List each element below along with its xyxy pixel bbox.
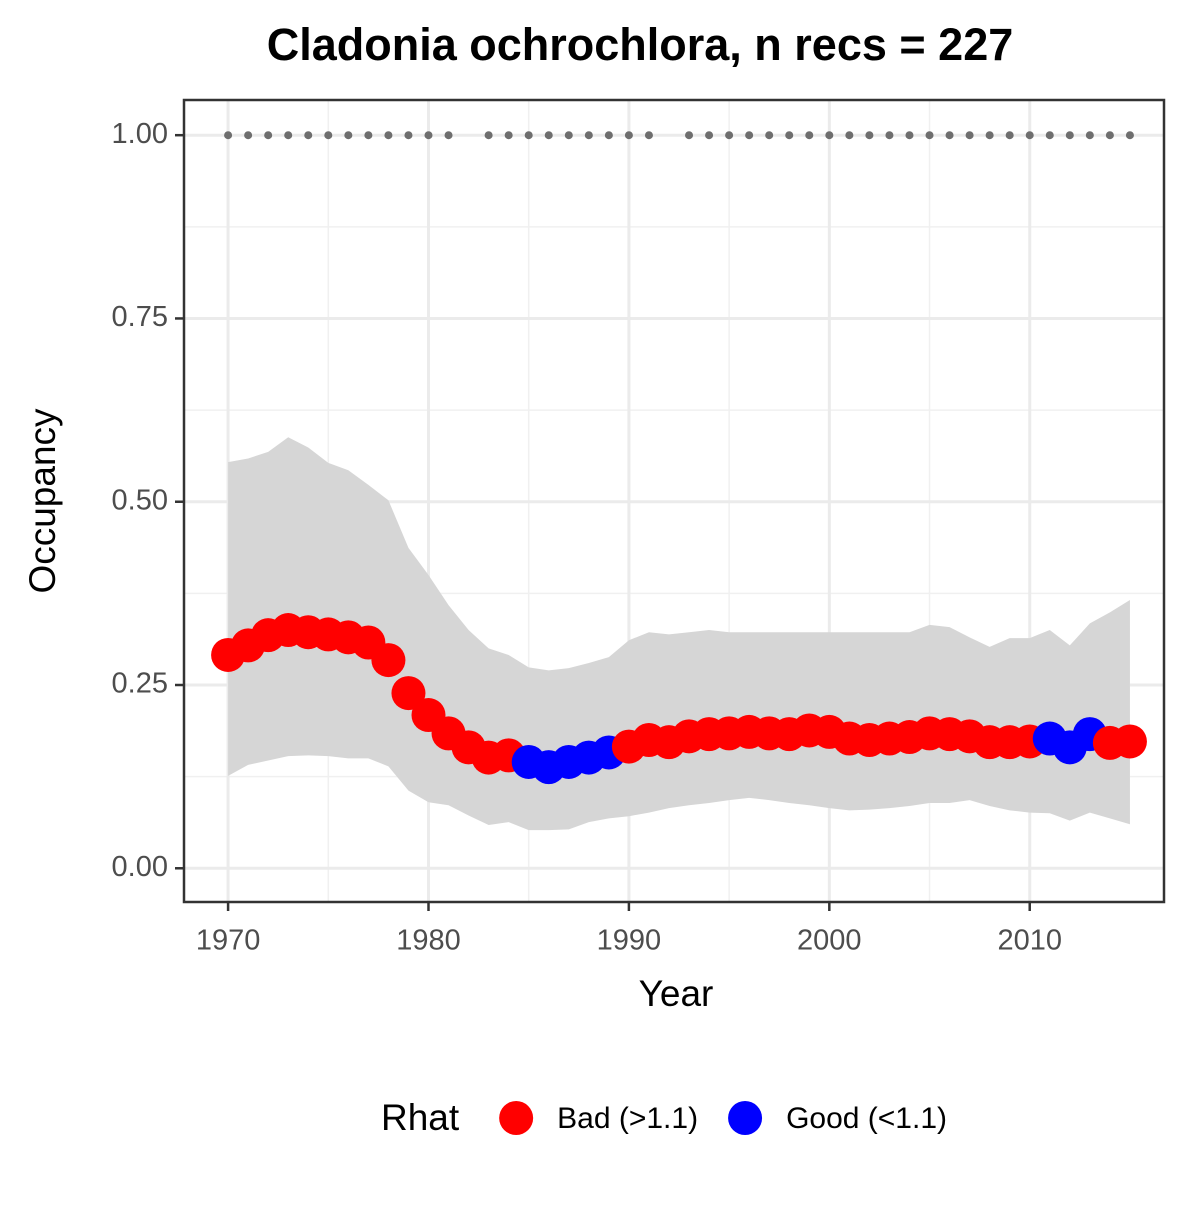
record-marker [805,131,814,140]
record-marker [364,131,373,140]
record-marker [564,131,573,140]
chart-title: Cladonia ochrochlora, n recs = 227 [267,19,1014,70]
x-tick-label: 2000 [797,925,862,957]
record-marker [1105,131,1114,140]
y-tick-label: 0.00 [112,851,168,883]
record-marker [965,131,974,140]
y-tick-label: 0.25 [112,668,168,700]
x-tick-label: 2010 [997,925,1062,957]
record-marker [524,131,533,140]
record-marker [604,131,613,140]
x-tick-label: 1980 [396,925,461,957]
record-marker [484,131,493,140]
record-marker [284,131,293,140]
legend-swatch [728,1101,763,1135]
record-marker [264,131,273,140]
legend-label: Good (<1.1) [786,1102,947,1135]
y-tick-label: 0.50 [112,484,168,516]
record-marker [865,131,874,140]
record-marker [785,131,794,140]
y-tick-label: 1.00 [112,118,168,150]
record-marker [725,131,734,140]
record-marker [1025,131,1034,140]
record-marker [1065,131,1074,140]
record-marker [985,131,994,140]
legend-title: Rhat [381,1097,460,1138]
record-marker [845,131,854,140]
record-marker [905,131,914,140]
record-marker [825,131,834,140]
record-marker [244,131,253,140]
record-marker [885,131,894,140]
legend: Rhat Bad (>1.1) Good (<1.1) [381,1097,947,1138]
record-marker [765,131,774,140]
record-marker [745,131,754,140]
point [391,676,426,711]
y-axis-title: Occupancy [22,408,63,594]
record-marker [404,131,413,140]
record-marker [424,131,433,140]
record-marker [925,131,934,140]
record-marker [384,131,393,140]
record-marker [504,131,513,140]
point [371,643,406,678]
legend-label: Bad (>1.1) [557,1102,698,1135]
record-marker [685,131,694,140]
record-marker [324,131,333,140]
plot-area: 0.00 0.25 0.50 0.75 1.00 1970 1980 1990 2000 2010 [112,98,1166,957]
record-marker [1045,131,1054,140]
record-marker [705,131,714,140]
record-marker [584,131,593,140]
record-marker [644,131,653,140]
y-tick-label: 0.75 [112,301,168,333]
record-marker [945,131,954,140]
x-axis-title: Year [639,973,714,1014]
record-marker [444,131,453,140]
record-marker [1005,131,1014,140]
record-marker [1125,131,1134,140]
record-marker [624,131,633,140]
panel-border [182,98,1166,904]
x-tick-label: 1970 [196,925,261,957]
record-marker [224,131,233,140]
point [1112,724,1147,759]
record-marker [544,131,553,140]
record-marker [1085,131,1094,140]
record-marker [344,131,353,140]
x-tick-label: 1990 [597,925,662,957]
legend-swatch [499,1101,534,1135]
record-marker [304,131,313,140]
